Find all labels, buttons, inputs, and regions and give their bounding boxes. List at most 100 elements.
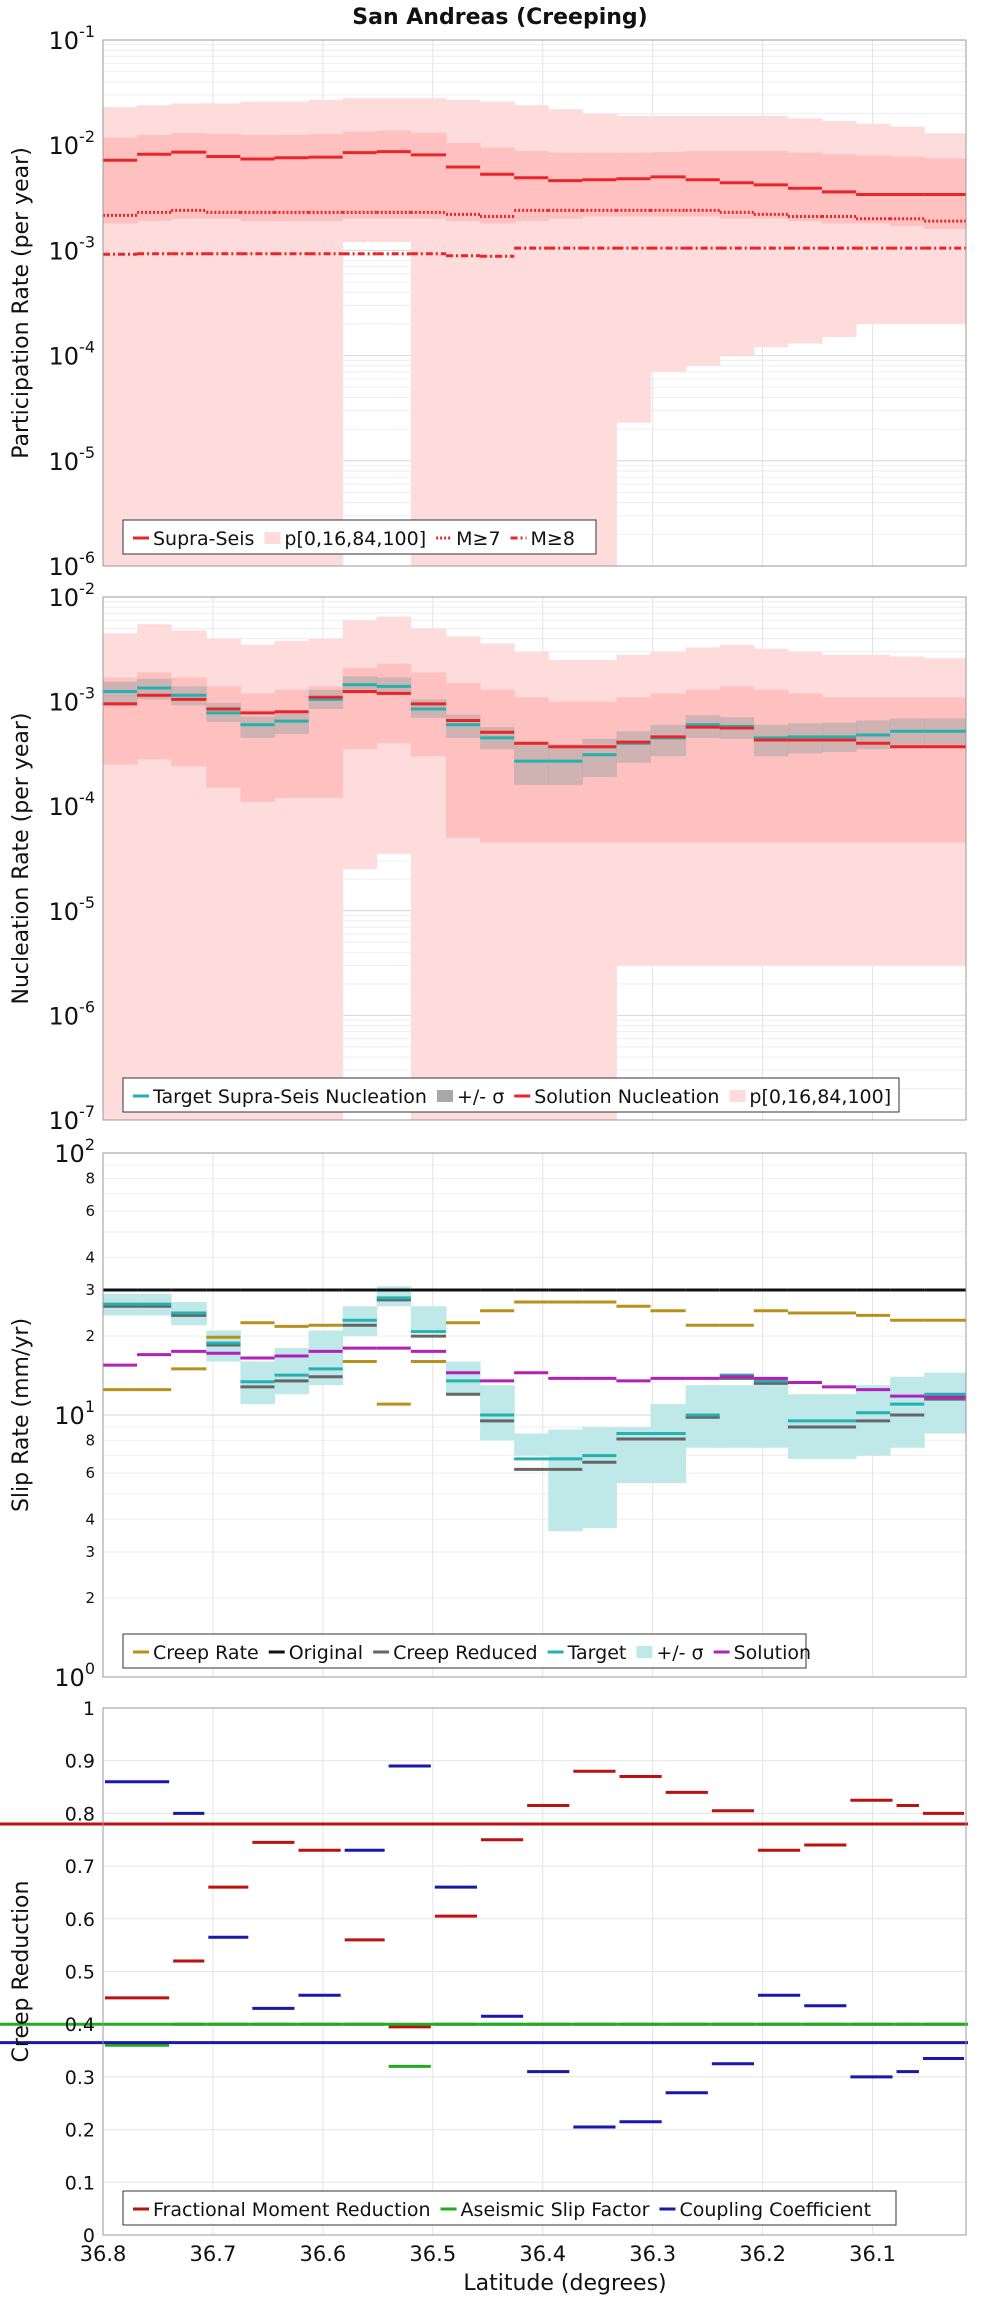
band-bin (240, 716, 276, 738)
series-target-supra-seis-nucleation (103, 683, 966, 763)
y-tick-label: 10-1 (49, 22, 96, 55)
y-tick-label: 10-6 (49, 548, 96, 581)
band-bin (410, 132, 447, 219)
y-minor-tick-label: 4 (85, 1248, 95, 1266)
band-bin (103, 137, 138, 224)
legend-item: M≥8 (510, 528, 575, 550)
band-bin (548, 1429, 583, 1532)
legend-label: Solution Nucleation (534, 1086, 719, 1108)
band-bin (480, 689, 515, 843)
band-bin (856, 155, 891, 224)
series-fractional-moment-reduction (0, 1769, 968, 2029)
band-bin (446, 142, 481, 222)
band-bin (821, 154, 857, 224)
y-minor-tick-label: 4 (85, 1510, 95, 1528)
y-axis-label: Creep Reduction (9, 1881, 34, 2063)
band-bin (582, 1426, 617, 1529)
legend-label: Supra-Seis (153, 528, 254, 550)
legend-item: Solution Nucleation (514, 1086, 719, 1108)
series-creep-reduced (103, 1298, 966, 1471)
y-axis-label: Slip Rate (mm/yr) (9, 1318, 34, 1512)
band-bin (890, 1376, 925, 1448)
band-bin (787, 118, 823, 344)
band-bin (240, 693, 276, 802)
y-tick-label: 0.6 (65, 1909, 95, 1931)
legend-item: p[0,16,84,100] (264, 528, 426, 550)
legend: Supra-Seis p[0,16,84,100] M≥7 M≥8 (122, 519, 597, 555)
y-tick-label: 10-3 (49, 232, 96, 265)
band-bin (480, 147, 515, 224)
legend-label: M≥8 (531, 528, 575, 550)
band-bin (650, 1404, 687, 1484)
legend-item: Target (547, 1642, 627, 1664)
legend-item: Solution (713, 1642, 811, 1664)
y-tick-label: 10-4 (49, 788, 96, 821)
legend-label: +/- σ (656, 1642, 703, 1664)
legend: Fractional Moment Reduction Aseismic Slip… (122, 2190, 897, 2226)
band-bin (206, 686, 241, 788)
panels: 10-6 10-5 10-4 10-3 10-2 10-1 Participation Ra… (0, 22, 968, 2266)
series-target (103, 1296, 966, 1461)
legend-label: Coupling Coefficient (679, 2199, 871, 2221)
legend-swatch (264, 532, 281, 544)
band-bin (376, 663, 412, 744)
y-tick-labels: 10-6 10-5 10-4 10-3 10-2 10-1 (49, 22, 96, 581)
x-axis-label: Latitude (degrees) (463, 2271, 666, 2296)
legend-item: p[0,16,84,100] (729, 1086, 891, 1108)
panel-slip: 100 101 102 2 3 4 6 8 2 3 4 6 8 Slip Rate (mm/yr) Cree… (9, 1135, 967, 1692)
y-minor-tick-label: 8 (85, 1431, 95, 1449)
band-bin (582, 152, 617, 217)
x-tick-label: 36.8 (80, 2242, 127, 2266)
y-tick-label: 0.7 (65, 1856, 95, 1878)
y-tick-label: 0.1 (65, 2172, 95, 2194)
band-bin (240, 135, 276, 222)
panel-participation: 10-6 10-5 10-4 10-3 10-2 10-1 Participation Ra… (9, 22, 967, 581)
y-minor-tick-label: 2 (85, 1327, 95, 1345)
y-tick-label: 1 (83, 1698, 95, 1720)
legend-box (122, 2190, 897, 2226)
legend-label: Solution (734, 1642, 811, 1664)
y-tick-label: 101 (54, 1397, 95, 1430)
y-axis-label: Participation Rate (per year) (9, 147, 34, 459)
band-bin (650, 724, 687, 757)
plot-frame (102, 596, 967, 1121)
band-bin (410, 1306, 447, 1331)
plot-frame (102, 1152, 967, 1678)
band-bin (856, 697, 891, 843)
band-bin (376, 130, 412, 219)
legend-label: Target (567, 1642, 627, 1664)
legend-item: Target Supra-Seis Nucleation (133, 1086, 427, 1108)
legend-item: +/- σ (636, 1642, 704, 1664)
y-tick-label: 0.5 (65, 1962, 95, 1984)
band-bin (821, 120, 857, 338)
y-minor-tick-label: 8 (85, 1169, 95, 1187)
y-tick-label: 102 (54, 1135, 95, 1168)
legend-item: Fractional Moment Reduction (133, 2199, 431, 2221)
y-axis-label: Nucleation Rate (per year) (9, 713, 34, 1005)
legend-item: M≥7 (436, 528, 501, 550)
legend-item: Original (268, 1642, 363, 1664)
y-tick-label: 10-2 (49, 579, 96, 612)
plot-frame (102, 39, 967, 567)
legend-swatch (636, 1646, 653, 1658)
y-tick-labels: 100 101 102 2 3 4 6 8 2 3 4 6 8 (54, 1135, 95, 1692)
y-tick-label: 0 (83, 2225, 95, 2247)
band-bin (137, 135, 172, 222)
x-tick-labels: 36.8 36.7 36.6 36.5 36.4 36.3 36.2 36.1 (80, 2242, 896, 2266)
band-bin (650, 693, 687, 843)
plot-frame (102, 1707, 967, 2236)
band-bin (616, 697, 651, 843)
band-bin (719, 151, 755, 219)
band-bin (446, 683, 481, 838)
x-tick-label: 36.1 (849, 2242, 896, 2266)
panel-creep: 0 0.1 0.2 0.3 0.4 0.5 0.6 0.7 0.8 0.9 1 Creep Reduc… (0, 1698, 968, 2266)
band-bin (787, 693, 823, 843)
band-bin (308, 133, 344, 222)
band-bin (480, 1385, 515, 1441)
y-minor-tick-label: 3 (85, 1543, 95, 1561)
band-bin (274, 134, 310, 222)
legend-label: M≥7 (456, 528, 500, 550)
series-creep-rate (103, 1300, 966, 1406)
x-tick-label: 36.3 (629, 2242, 676, 2266)
legend-swatch (436, 1090, 453, 1102)
